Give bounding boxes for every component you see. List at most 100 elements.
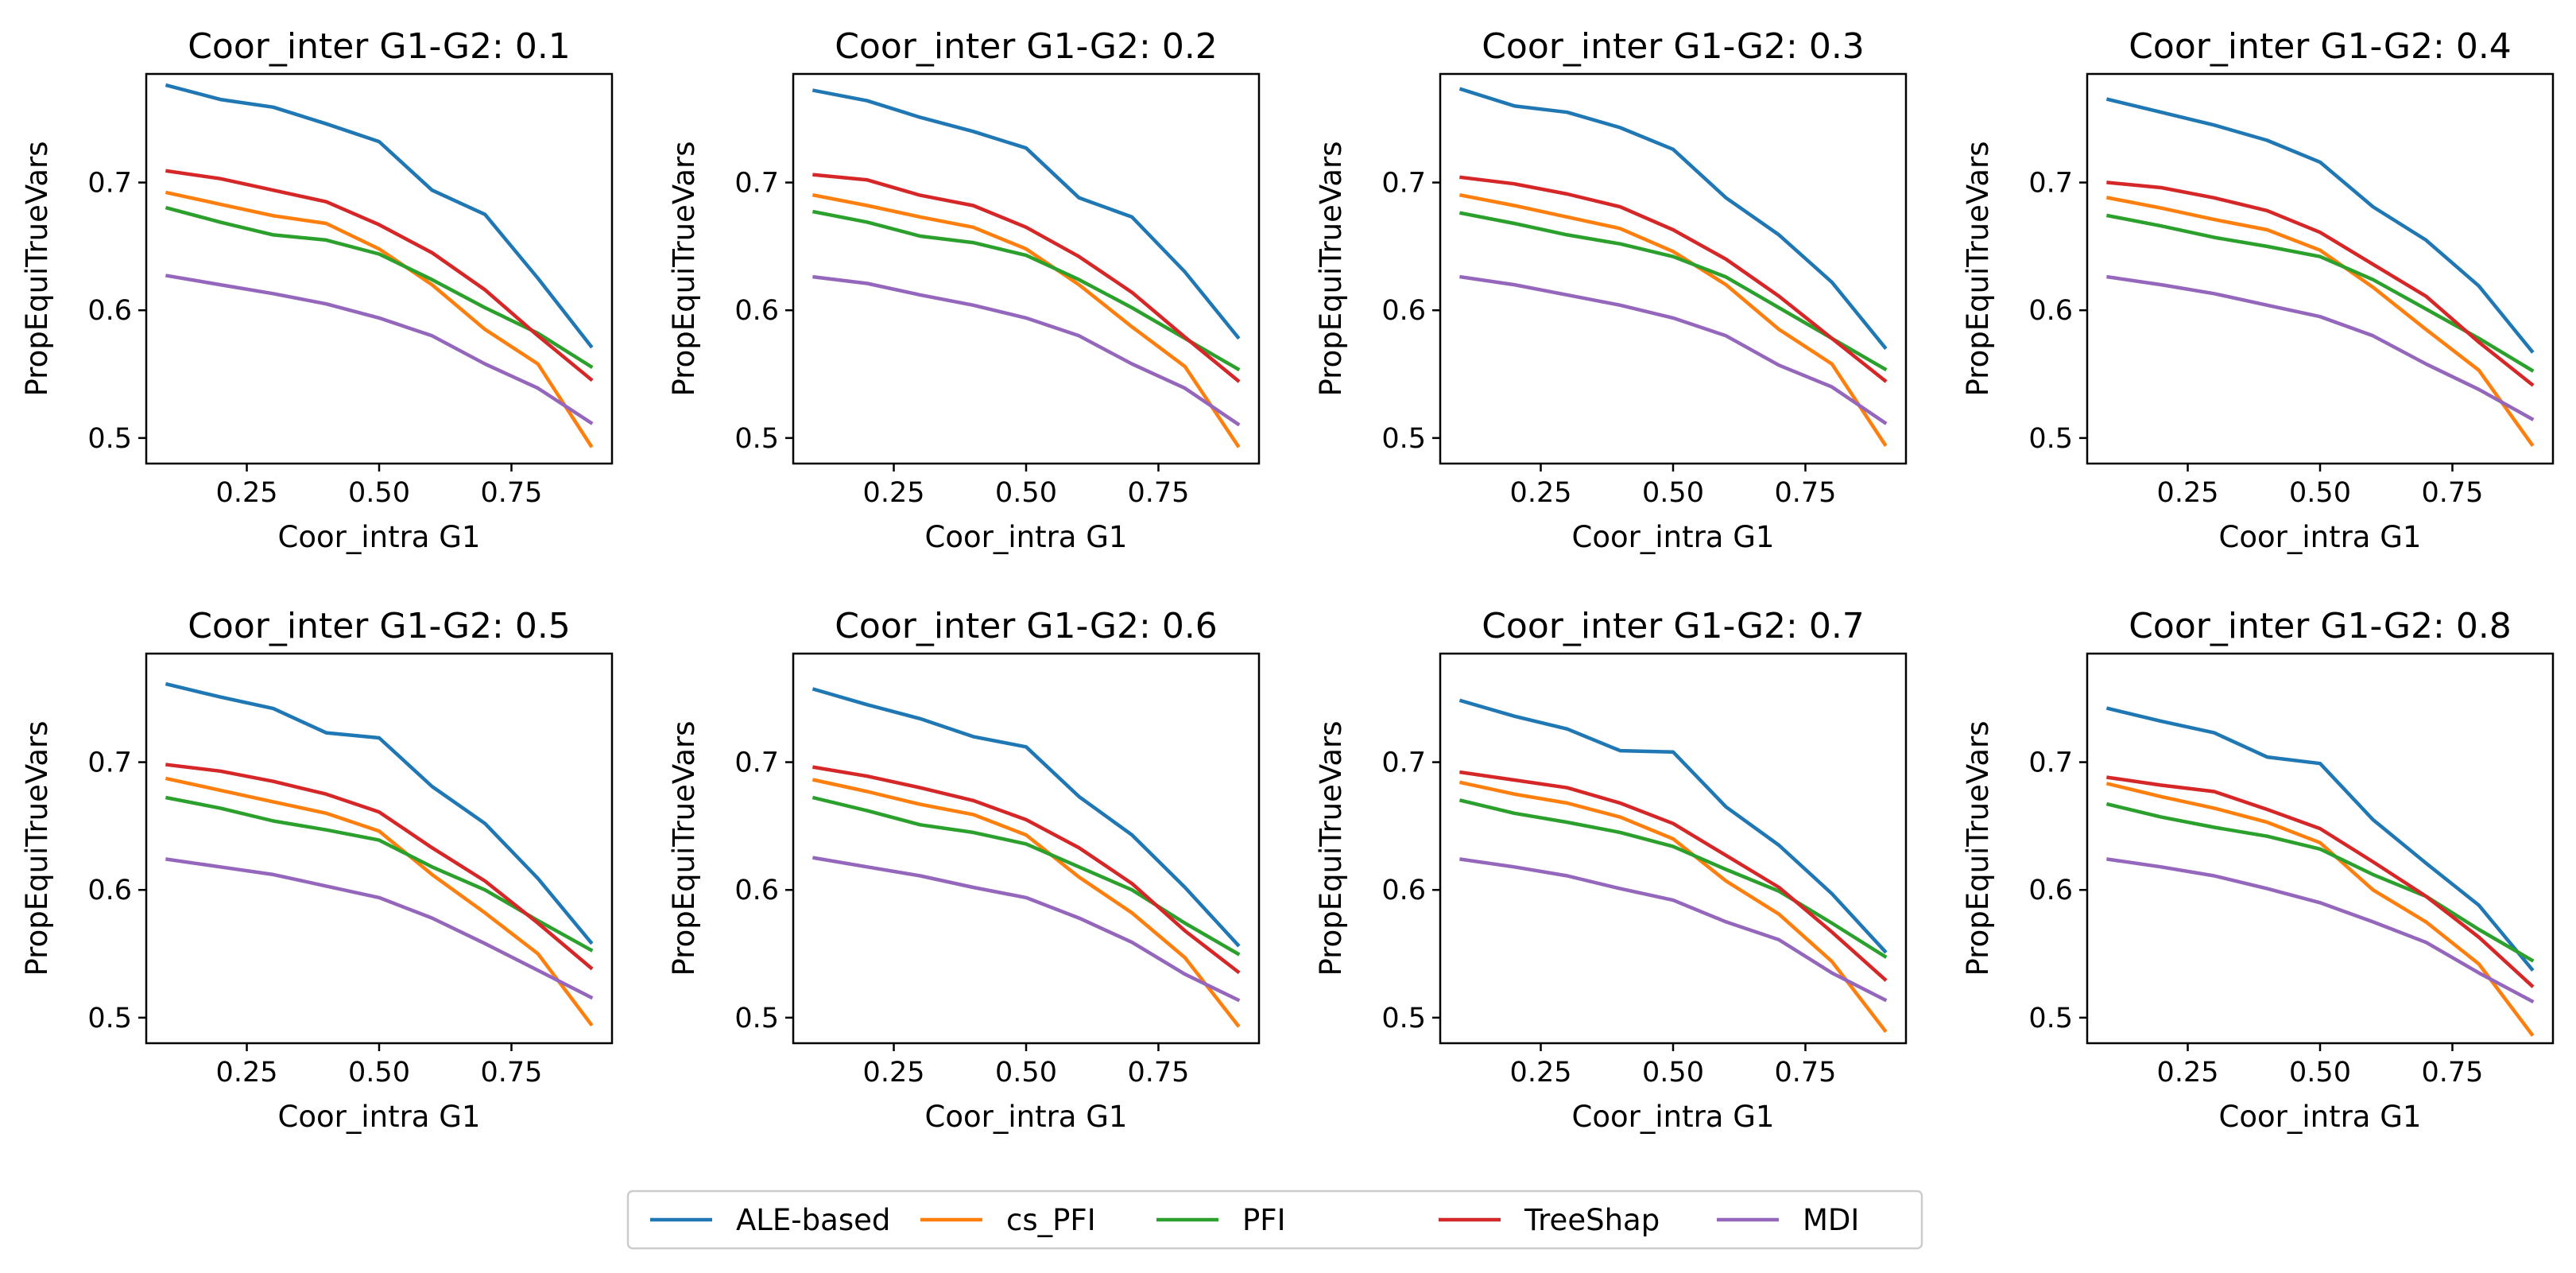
subplot-2: Coor_inter G1-G2: 0.2 0.25 0.50 0.75 0.5 0.6 0… [667, 26, 1261, 554]
x-axis-label: Coor_intra G1 [925, 1100, 1128, 1134]
series-line-ale-based [165, 83, 594, 349]
subplot-4: Coor_inter G1-G2: 0.4 0.25 0.50 0.75 0.5 0.6 0… [1961, 26, 2555, 554]
subplot-grid: Coor_inter G1-G2: 0.1 0.25 0.50 0.75 0.5 0.6 0… [20, 26, 2555, 1134]
series-line-mdi [165, 274, 594, 425]
series-line-cs-pfi [2105, 782, 2535, 1037]
y-tick-label: 0.7 [1381, 747, 1426, 779]
subplot-3: Coor_inter G1-G2: 0.3 0.25 0.50 0.75 0.5 0.6 0… [1314, 26, 1908, 554]
y-tick-label: 0.6 [1381, 295, 1426, 327]
series-line-cs-pfi [165, 776, 594, 1027]
y-tick-label: 0.5 [87, 1003, 132, 1034]
subplot-title: Coor_inter G1-G2: 0.3 [1482, 26, 1865, 67]
subplot-title: Coor_inter G1-G2: 0.6 [835, 606, 1218, 646]
subplot-title: Coor_inter G1-G2: 0.2 [835, 26, 1218, 67]
y-tick-label: 0.6 [2028, 295, 2073, 327]
x-tick-label: 0.25 [1510, 477, 1572, 509]
x-axis-label: Coor_intra G1 [1572, 520, 1775, 554]
x-axis-label: Coor_intra G1 [278, 1100, 481, 1134]
subplot-title: Coor_inter G1-G2: 0.5 [188, 606, 571, 646]
x-tick-label: 0.75 [2422, 477, 2484, 509]
series-line-cs-pfi [1458, 780, 1888, 1034]
x-tick-label: 0.25 [863, 477, 925, 509]
series-line-treeshap [2106, 775, 2535, 988]
legend-label: TreeShap [1524, 1203, 1660, 1237]
legend-item-cs-pfi: cs_PFI [920, 1203, 1096, 1237]
x-tick-label: 0.25 [1510, 1057, 1572, 1089]
x-tick-label: 0.75 [1775, 1057, 1837, 1089]
y-tick-label: 0.7 [2028, 168, 2073, 200]
x-tick-label: 0.50 [348, 1057, 410, 1089]
series-line-treeshap [1459, 770, 1888, 982]
series-line-mdi [1459, 274, 1888, 425]
x-axis-label: Coor_intra G1 [278, 520, 481, 554]
x-axis-label: Coor_intra G1 [925, 520, 1128, 554]
series-line-mdi [812, 856, 1241, 1003]
y-tick-label: 0.6 [734, 295, 779, 327]
legend-label: ALE-based [736, 1203, 890, 1237]
y-tick-label: 0.7 [734, 747, 779, 779]
y-axis-label: PropEquiTrueVars [20, 721, 54, 976]
series-line-mdi [812, 274, 1241, 427]
subplot-title: Coor_inter G1-G2: 0.8 [2129, 606, 2512, 646]
y-tick-label: 0.6 [87, 875, 132, 906]
y-tick-label: 0.7 [87, 168, 132, 200]
subplot-7: Coor_inter G1-G2: 0.7 0.25 0.50 0.75 0.5 0.6 0… [1314, 606, 1908, 1134]
y-tick-label: 0.5 [1381, 423, 1426, 455]
x-tick-label: 0.50 [1642, 1057, 1704, 1089]
x-tick-label: 0.25 [2157, 477, 2219, 509]
y-axis-label: PropEquiTrueVars [667, 721, 701, 976]
x-tick-label: 0.75 [1128, 1057, 1190, 1089]
series-line-pfi [2105, 801, 2535, 963]
series-line-pfi [1458, 798, 1888, 959]
series-line-treeshap [165, 169, 594, 382]
y-axis-label: PropEquiTrueVars [20, 142, 54, 397]
y-tick-label: 0.7 [87, 747, 132, 779]
y-tick-label: 0.6 [2028, 875, 2073, 906]
y-tick-label: 0.7 [2028, 747, 2073, 779]
y-tick-label: 0.6 [87, 295, 132, 327]
y-tick-label: 0.5 [2028, 1003, 2073, 1034]
y-axis-label: PropEquiTrueVars [1314, 721, 1348, 976]
x-tick-label: 0.50 [2289, 1057, 2351, 1089]
y-tick-label: 0.6 [734, 875, 779, 906]
legend-item-ale-based: ALE-based [650, 1203, 890, 1237]
legend-item-treeshap: TreeShap [1439, 1203, 1660, 1237]
series-line-pfi [812, 209, 1241, 372]
series-line-ale-based [2105, 97, 2535, 354]
x-tick-label: 0.50 [348, 477, 410, 509]
x-axis-label: Coor_intra G1 [1572, 1100, 1775, 1134]
subplot-6: Coor_inter G1-G2: 0.6 0.25 0.50 0.75 0.5 0.6 0… [667, 606, 1261, 1134]
x-tick-label: 0.25 [863, 1057, 925, 1089]
y-axis-label: PropEquiTrueVars [667, 142, 701, 397]
series-line-mdi [165, 857, 594, 1000]
x-tick-label: 0.75 [481, 1057, 543, 1089]
subplot-title: Coor_inter G1-G2: 0.7 [1482, 606, 1865, 646]
series-line-treeshap [812, 765, 1241, 975]
subplot-5: Coor_inter G1-G2: 0.5 0.25 0.50 0.75 0.5 0.6 0… [20, 606, 614, 1134]
subplot-title: Coor_inter G1-G2: 0.4 [2129, 26, 2512, 67]
series-line-ale-based [2105, 706, 2535, 972]
series-line-mdi [2106, 857, 2535, 1004]
y-tick-label: 0.7 [734, 168, 779, 200]
y-axis-label: PropEquiTrueVars [1961, 142, 1995, 397]
series-line-cs-pfi [812, 192, 1241, 448]
x-tick-label: 0.50 [2289, 477, 2351, 509]
x-tick-label: 0.50 [995, 1057, 1057, 1089]
x-tick-label: 0.50 [1642, 477, 1704, 509]
legend-box [626, 1190, 1923, 1250]
legend-label: MDI [1803, 1203, 1859, 1237]
series-line-treeshap [2106, 180, 2535, 387]
y-axis-label: PropEquiTrueVars [1314, 142, 1348, 397]
series-line-treeshap [812, 173, 1241, 383]
legend-item-mdi: MDI [1717, 1203, 1859, 1237]
x-tick-label: 0.25 [216, 1057, 278, 1089]
subplot-1: Coor_inter G1-G2: 0.1 0.25 0.50 0.75 0.5 0.6 0… [20, 26, 614, 554]
y-tick-label: 0.5 [734, 423, 779, 455]
series-line-ale-based [812, 88, 1241, 340]
x-tick-label: 0.75 [1128, 477, 1190, 509]
x-tick-label: 0.25 [2157, 1057, 2219, 1089]
series-line-pfi [165, 205, 594, 370]
x-axis-label: Coor_intra G1 [2219, 520, 2422, 554]
